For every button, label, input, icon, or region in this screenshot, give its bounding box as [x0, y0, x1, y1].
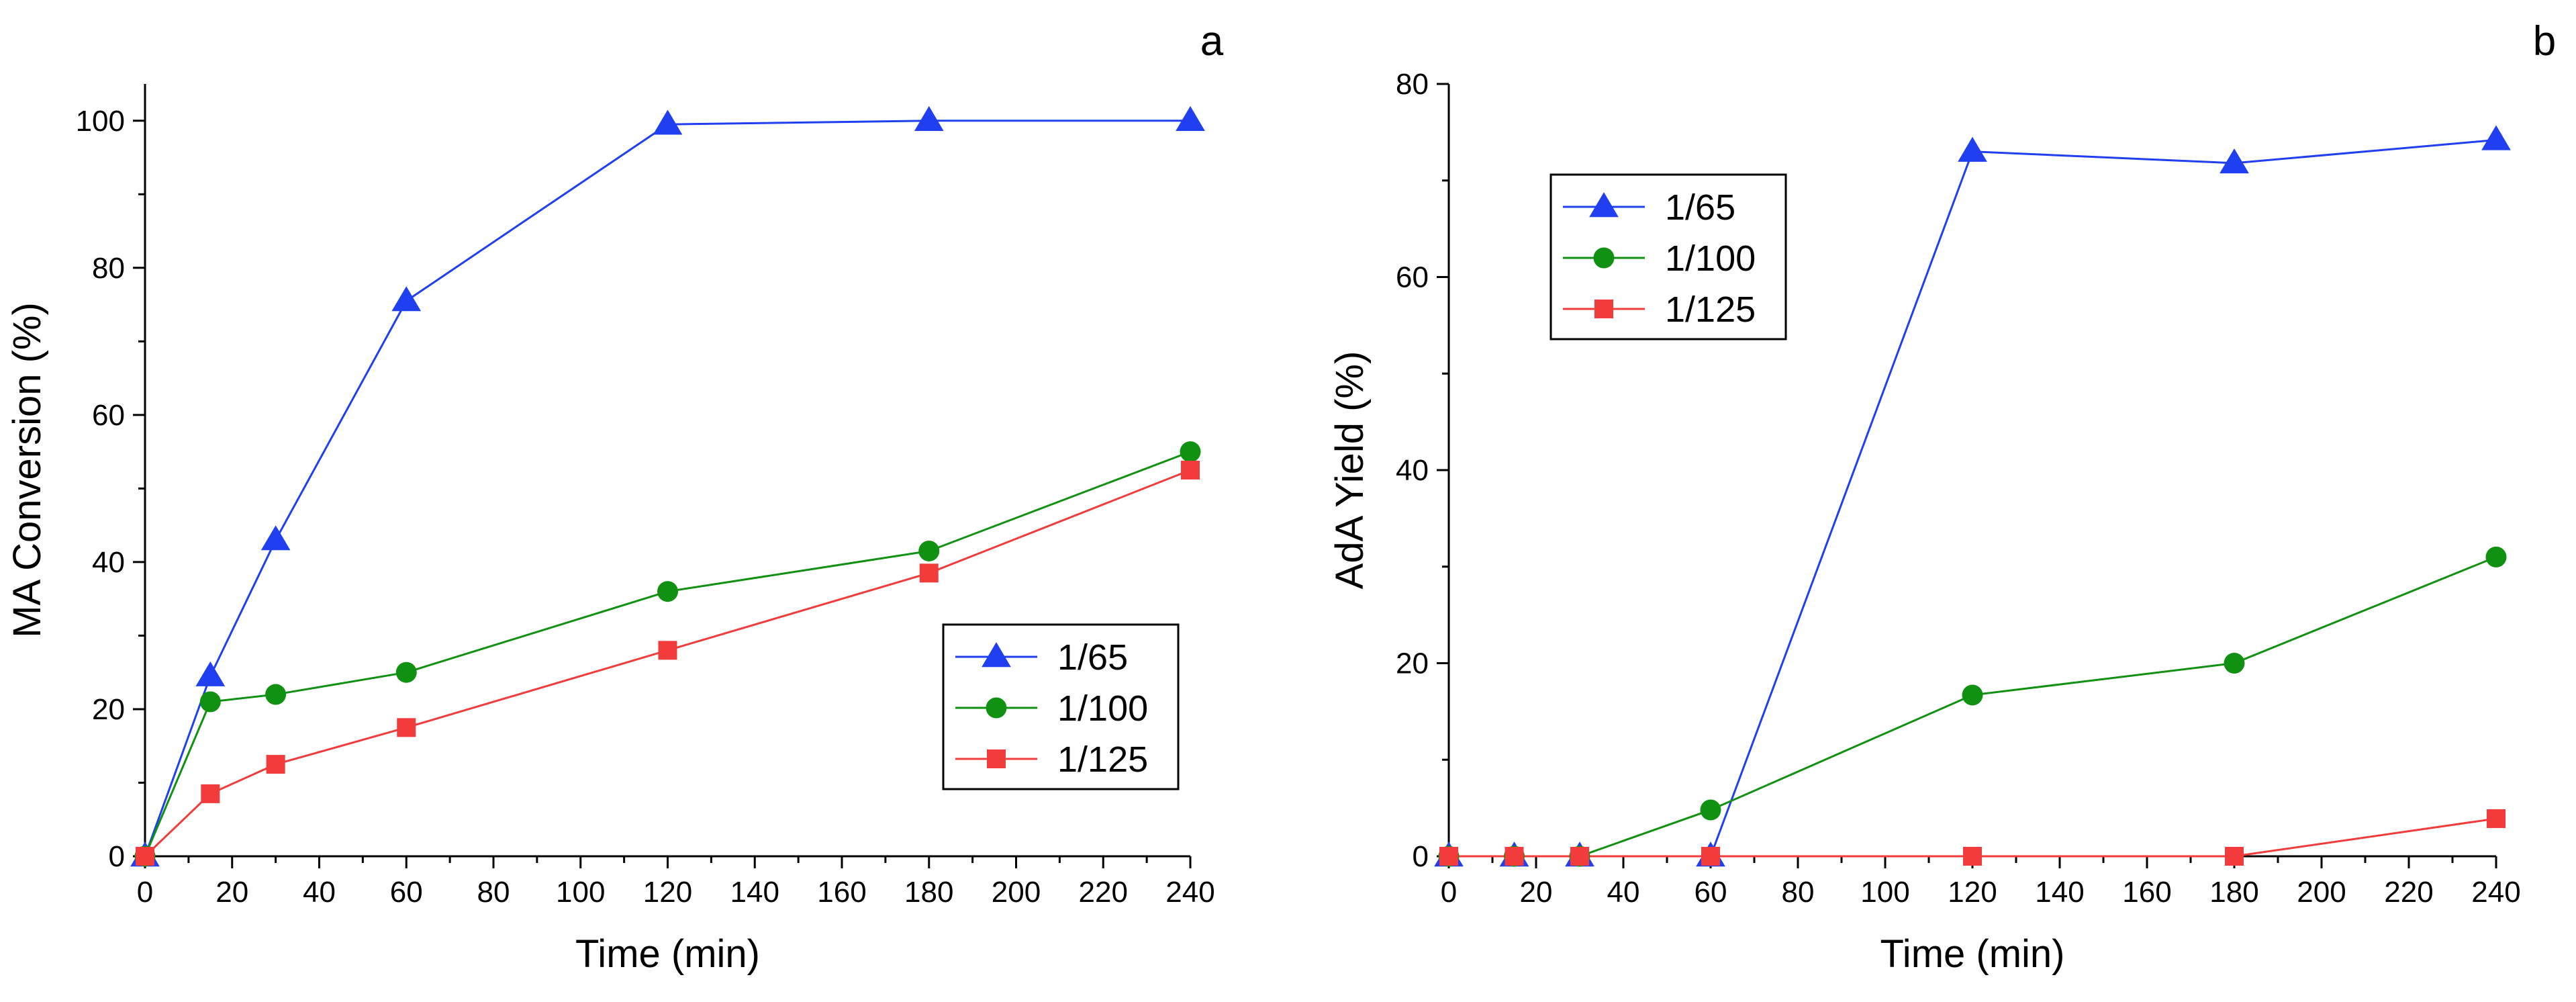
panel-b-x-tick-label: 40 — [1607, 876, 1640, 909]
panel-b-y-tick-label: 40 — [1396, 454, 1429, 487]
panel-a-series-1-point — [657, 581, 678, 602]
panel-b-series-1-point — [1700, 799, 1721, 821]
panel-b-series-0-point — [2481, 125, 2511, 150]
panel-a-x-tick-label: 120 — [643, 876, 692, 909]
panel-b-series-0-point — [2220, 148, 2249, 174]
panel-b-series-2-point — [1963, 847, 1982, 866]
panel-a-series-0-point — [391, 286, 422, 312]
panel-a-y-axis-title: MA Conversion (%) — [5, 302, 49, 638]
panel-b-x-tick-label: 140 — [2035, 876, 2084, 909]
panel-a-y-tick-label: 40 — [92, 546, 125, 579]
panel-a-series-2-point — [136, 847, 154, 866]
panel-a-series-1-point — [199, 691, 221, 713]
panel-b-x-tick-label: 220 — [2384, 876, 2433, 909]
panel-b-series-2-point — [1570, 847, 1589, 866]
panel-a-x-tick-label: 40 — [303, 876, 336, 909]
panel-a-x-tick-label: 80 — [477, 876, 510, 909]
panel-b-legend-marker-1 — [1593, 247, 1615, 269]
panel-a-x-axis-title: Time (min) — [575, 932, 760, 976]
panel-b-legend-marker-2 — [1594, 300, 1613, 318]
panel-a-x-tick-label: 160 — [817, 876, 866, 909]
panel-b-series-0-point — [1958, 136, 1987, 162]
panel-a-series-1-point — [1180, 441, 1201, 463]
panel-a-series-0-point — [260, 525, 291, 551]
panel-b-x-tick-label: 120 — [1948, 876, 1997, 909]
panel-b-y-tick-label: 60 — [1396, 261, 1429, 294]
panel-a-series-0-point — [1176, 105, 1205, 131]
panel-a-series-1-point — [265, 684, 287, 705]
panel-b-x-tick-label: 180 — [2209, 876, 2258, 909]
panel-a-x-tick-label: 240 — [1165, 876, 1214, 909]
panel-b-series-1-point — [2485, 546, 2507, 567]
panel-a-y-tick-label: 100 — [76, 105, 125, 138]
panel-a-y-tick-label: 60 — [92, 399, 125, 432]
panel-a-legend-label-2: 1/125 — [1057, 739, 1148, 780]
panel-a-x-tick-label: 20 — [216, 876, 248, 909]
panel-a-legend-label-0: 1/65 — [1057, 637, 1128, 678]
panel-b-series-2-point — [1505, 847, 1524, 866]
panel-b-series-2-point — [2225, 847, 2244, 866]
panel-a-series-0-point — [195, 661, 226, 686]
panel-a-y-tick-label: 0 — [109, 840, 125, 873]
panel-a-series-1-point — [918, 540, 940, 561]
panel-b-x-tick-label: 80 — [1782, 876, 1815, 909]
panel-a-series-0-point — [914, 105, 944, 131]
panel-a-x-tick-label: 200 — [992, 876, 1041, 909]
panel-a-series-1-point — [395, 662, 417, 683]
panel-b-y-tick-label: 80 — [1396, 68, 1429, 101]
panel-b-x-tick-label: 0 — [1441, 876, 1457, 909]
panel-b-x-axis-title: Time (min) — [1880, 932, 2065, 976]
panel-a-x-tick-label: 180 — [904, 876, 953, 909]
panel-a-y-tick-label: 20 — [92, 693, 125, 726]
panel-b-series-2-point — [1701, 847, 1720, 866]
panel-a-series-2-point — [397, 718, 416, 737]
panel-a-chart: 0 20 40 60 80 100 120 140 160 180 200 220 240 0 20 40 60… — [5, 18, 1224, 976]
panel-a-x-tick-label: 220 — [1079, 876, 1128, 909]
panel-b-series-2-point — [2487, 809, 2506, 828]
panel-a-series-2-point — [1181, 461, 1200, 480]
panel-a-legend-marker-1 — [986, 697, 1007, 719]
panel-a-legend-label-1: 1/100 — [1057, 688, 1148, 729]
panel-b-series-1-point — [1962, 684, 1983, 706]
panel-b-series-2-point — [1439, 847, 1458, 866]
panel-b-x-tick-label: 60 — [1695, 876, 1727, 909]
panel-a-series-2-point — [266, 755, 285, 774]
panel-a-x-tick-label: 60 — [390, 876, 423, 909]
panel-a-y-tick-label: 80 — [92, 252, 125, 285]
panel-b-series-1-point — [2224, 653, 2245, 674]
panel-a-letter: a — [1200, 18, 1224, 64]
panel-b-legend-marker-0 — [1589, 192, 1619, 218]
panel-b-legend-label-0: 1/65 — [1665, 187, 1735, 228]
panel-b-x-tick-label: 100 — [1860, 876, 1909, 909]
panel-a-legend-marker-2 — [987, 749, 1006, 768]
panel-b-chart: 0 20 40 60 80 100 120 140 160 180 200 220 240 0 20 40 60… — [1328, 18, 2556, 976]
panel-b-legend-label-2: 1/125 — [1665, 289, 1756, 330]
panel-a-x-tick-label: 100 — [556, 876, 605, 909]
panel-b-y-tick-label: 20 — [1396, 647, 1429, 680]
panel-a-x-tick-label: 140 — [730, 876, 779, 909]
panel-a-legend-marker-0 — [982, 642, 1011, 668]
panel-b-x-tick-label: 20 — [1520, 876, 1553, 909]
panel-a-series-2-point — [919, 563, 939, 583]
panel-a-series-2-point — [201, 784, 220, 803]
panel-b-x-tick-label: 200 — [2297, 876, 2346, 909]
panel-b-y-axis-title: AdA Yield (%) — [1328, 351, 1372, 590]
panel-a-series-0-point — [653, 109, 683, 135]
panel-a-series-2-point — [658, 641, 677, 660]
panel-b-x-tick-label: 240 — [2471, 876, 2520, 909]
panel-b-y-tick-label: 0 — [1413, 840, 1429, 873]
panel-b-letter: b — [2533, 18, 2556, 64]
panel-b-legend-label-1: 1/100 — [1665, 238, 1756, 279]
panel-a-x-tick-label: 0 — [137, 876, 153, 909]
panel-b-x-tick-label: 160 — [2122, 876, 2171, 909]
